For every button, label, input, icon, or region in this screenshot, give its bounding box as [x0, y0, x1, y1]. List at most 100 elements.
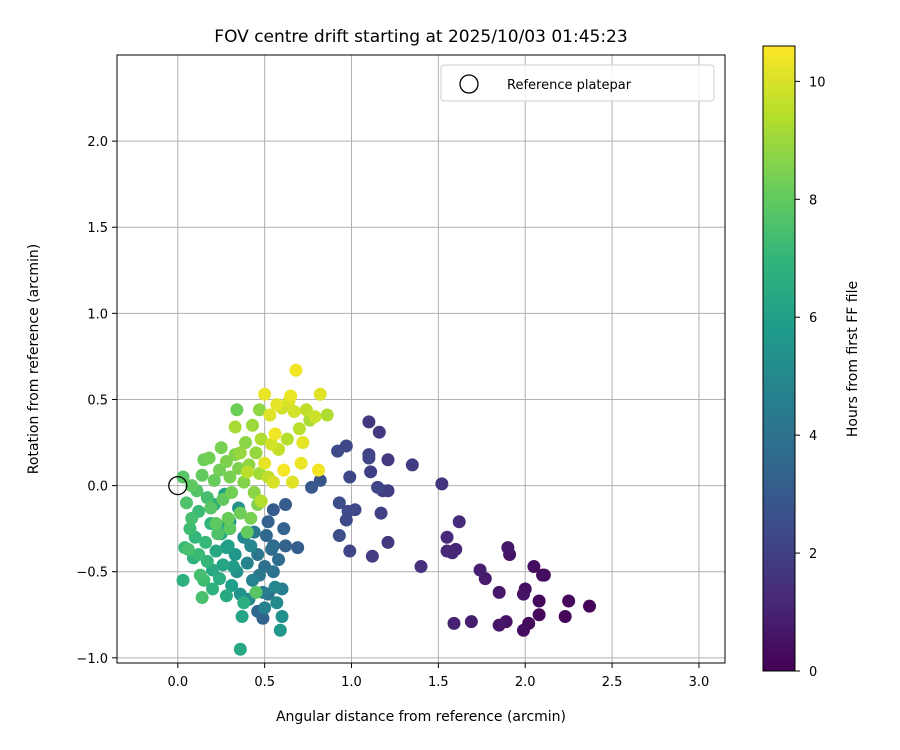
data-point [268, 580, 282, 594]
colorbar-tick-label: 0 [809, 665, 817, 680]
data-point [275, 609, 289, 623]
data-point [447, 616, 461, 630]
data-point [372, 425, 386, 439]
x-tick-label: 1.0 [341, 675, 362, 690]
data-point [371, 480, 385, 494]
data-point [289, 363, 303, 377]
data-point [233, 642, 247, 656]
data-point [516, 623, 530, 637]
legend-box [440, 64, 715, 102]
data-point [266, 565, 280, 579]
data-point [313, 387, 327, 401]
data-point [219, 454, 233, 468]
data-point [206, 582, 220, 596]
data-point [209, 516, 223, 530]
data-point [343, 470, 357, 484]
data-point [258, 387, 272, 401]
data-point [532, 608, 546, 622]
data-point [414, 560, 428, 574]
data-point [440, 530, 454, 544]
data-point [258, 456, 272, 470]
data-point [332, 496, 346, 510]
data-point [364, 465, 378, 479]
x-tick-label: 2.5 [602, 675, 623, 690]
data-point [365, 549, 379, 563]
data-point [261, 515, 275, 529]
data-point [320, 408, 334, 422]
data-point [223, 522, 237, 536]
data-point [225, 485, 239, 499]
data-point [558, 609, 572, 623]
data-point [193, 568, 207, 582]
data-point [583, 599, 597, 613]
x-axis-ticks: 0.0 0.5 1.0 1.5 2.0 2.5 3.0 [167, 663, 709, 690]
y-tick-label: 1.5 [87, 221, 108, 236]
x-tick-label: 0.0 [167, 675, 188, 690]
data-point [268, 427, 282, 441]
data-point [230, 403, 244, 417]
data-point [287, 405, 301, 419]
plot-frame [116, 54, 726, 664]
data-point [233, 446, 247, 460]
data-point [254, 494, 268, 508]
data-point [277, 463, 291, 477]
reference-marker [168, 475, 188, 496]
data-point [259, 529, 273, 543]
data-point [270, 596, 284, 610]
data-point [185, 479, 199, 493]
x-tick-label: 1.5 [428, 675, 449, 690]
data-point [219, 589, 233, 603]
data-point [240, 465, 254, 479]
colorbar-ticks: 0 2 4 6 8 10 [795, 75, 826, 680]
data-point [179, 496, 193, 510]
data-point [228, 420, 242, 434]
data-point [299, 403, 313, 417]
data-point [277, 522, 291, 536]
data-point [279, 539, 293, 553]
data-point [445, 546, 459, 560]
data-point [273, 623, 287, 637]
data-point [251, 547, 265, 561]
data-point [254, 432, 268, 446]
data-point [501, 541, 515, 555]
data-point [362, 415, 376, 429]
data-point [339, 513, 353, 527]
data-point [212, 463, 226, 477]
data-point [249, 446, 263, 460]
data-point [265, 437, 279, 451]
data-point [296, 436, 310, 450]
data-point [195, 591, 209, 605]
grid [117, 55, 725, 663]
data-point [221, 511, 235, 525]
colorbar-tick-label: 2 [809, 547, 817, 562]
data-point [492, 585, 506, 599]
data-point [247, 485, 261, 499]
data-point [452, 515, 466, 529]
data-point [244, 511, 258, 525]
data-point [270, 398, 284, 412]
data-point [239, 436, 253, 450]
data-point [263, 408, 277, 422]
data-point [492, 618, 506, 632]
data-point [237, 475, 251, 489]
data-point [225, 578, 239, 592]
data-point [312, 463, 326, 477]
data-point [200, 554, 214, 568]
data-point [305, 480, 319, 494]
data-point [219, 541, 233, 555]
x-axis-label: Angular distance from reference (arcmin) [276, 709, 566, 725]
data-point [176, 573, 190, 587]
y-tick-label: 1.0 [87, 307, 108, 322]
data-point [235, 609, 249, 623]
legend-label: Reference platepar [507, 78, 632, 93]
data-point [532, 594, 546, 608]
data-point [245, 573, 259, 587]
data-point [216, 492, 230, 506]
data-point [279, 498, 293, 512]
data-point [202, 451, 216, 465]
data-point [204, 501, 218, 515]
colorbar-label: Hours from first FF file [845, 281, 861, 437]
data-point [473, 563, 487, 577]
data-point [237, 596, 251, 610]
